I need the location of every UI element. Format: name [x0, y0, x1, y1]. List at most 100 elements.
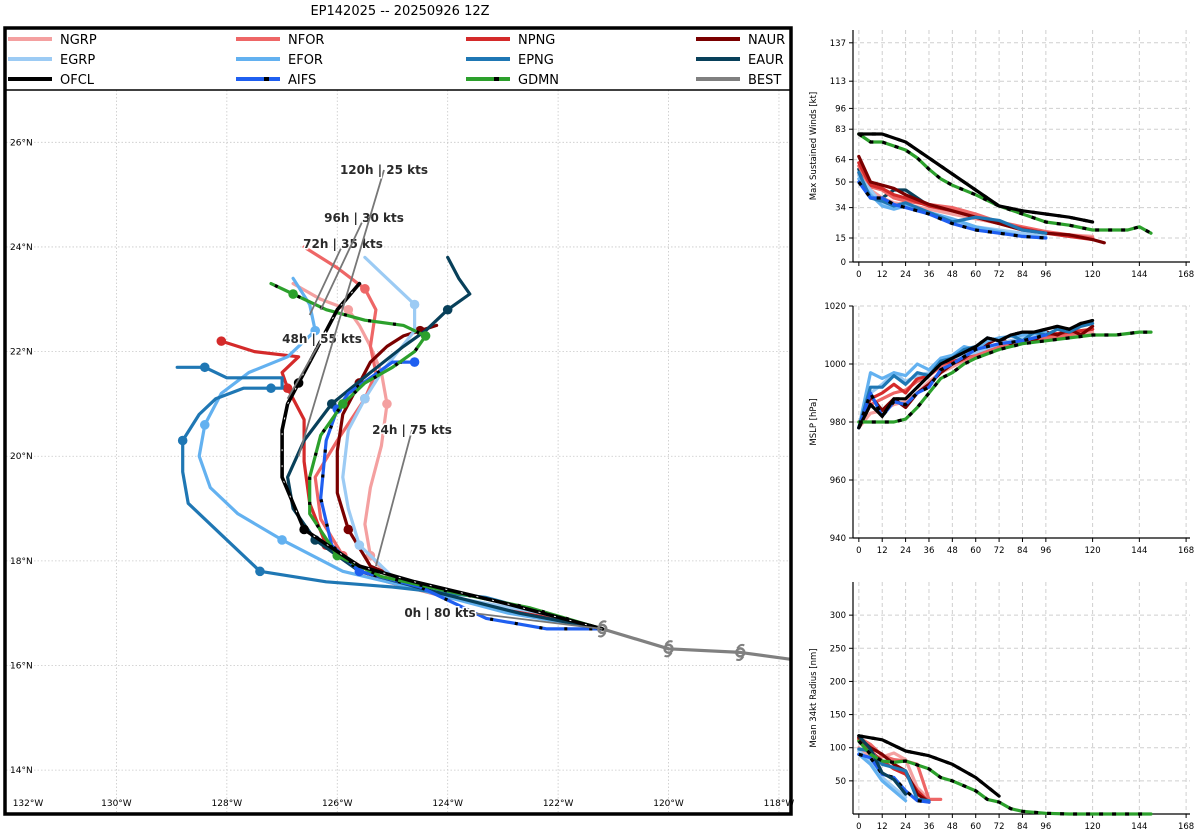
series-aifs-dash-overlay [857, 181, 1046, 240]
track-epng-marker [199, 362, 210, 373]
tick-label-y: 980 [830, 418, 846, 428]
annotation-leader [375, 429, 413, 567]
track-ngrp-marker [343, 304, 354, 315]
tick-label-y: 113 [830, 77, 846, 87]
track-gdmn-marker [337, 399, 348, 409]
track-egrp-marker [360, 393, 370, 404]
legend-efor-label: EFOR [288, 53, 323, 68]
map-lon-label: 120°W [653, 799, 684, 809]
best-track-symbol-arms [664, 640, 673, 658]
tick-label-x: 84 [1017, 270, 1028, 280]
legend-npng-label: NPNG [518, 33, 555, 48]
track-efor-marker [277, 535, 287, 545]
tick-label-x: 96 [1040, 822, 1051, 832]
annotation-label: 96h | 30 kts [324, 211, 404, 225]
map-lat-label: 26°N [10, 138, 33, 148]
chart-title: EP142025 -- 20250926 12Z [310, 4, 490, 19]
tick-label-y: 96 [835, 104, 846, 114]
annotation-label: 120h | 25 kts [340, 163, 428, 177]
legend-naur-label: NAUR [748, 33, 785, 48]
tick-label-x: 144 [1131, 822, 1147, 832]
legend: NGRP NFOR NPNG NAUR EGRP EFOR EPNG EAUR OFCL AIFS… [8, 33, 785, 88]
tick-label-y: 34 [835, 204, 846, 214]
tick-label-x: 72 [994, 270, 1005, 280]
tick-label-x: 120 [1084, 822, 1100, 832]
track-ngrp-marker [382, 399, 392, 409]
tick-label-y: 300 [830, 611, 846, 621]
annotation-leader [308, 243, 344, 316]
track-efor-marker [199, 420, 210, 430]
tick-label-y: 100 [830, 744, 846, 754]
tick-label-x: 120 [1084, 270, 1100, 280]
tick-label-y: 64 [835, 156, 846, 166]
wind-radius-panel: 0 12 24 36 48 60 72 84 96 120 144 168 50 100 150 200 250… [809, 582, 1194, 832]
series-eaur-line [857, 734, 908, 796]
mslp-panel: 0 12 24 36 48 60 72 84 96 120 144 168 940 960 980 1000 1… [809, 302, 1194, 556]
tick-label-x: 36 [924, 822, 935, 832]
tick-label-x: 24 [900, 546, 911, 556]
tick-label-x: 0 [856, 270, 861, 280]
legend-eaur-label: EAUR [748, 53, 784, 68]
map-lat-label: 14°N [10, 766, 33, 776]
map-lat-label: 24°N [10, 243, 33, 253]
series-ofcl-dash-overlay [857, 318, 1093, 429]
map-lon-label: 126°W [322, 799, 353, 809]
annotation-leader [471, 612, 603, 630]
series-aifs-dash-overlay [857, 333, 1047, 429]
legend-ngrp-label: NGRP [60, 33, 97, 48]
tick-label-x: 0 [856, 822, 861, 832]
tick-label-x: 96 [1040, 270, 1051, 280]
tick-label-x: 84 [1017, 546, 1028, 556]
tick-label-x: 12 [877, 270, 888, 280]
track-npng-marker [282, 383, 293, 394]
tick-label-y: 150 [830, 711, 846, 721]
series-gdmn-dash-overlay [858, 330, 1151, 424]
series-ofcl-line [857, 734, 1001, 798]
tick-label-x: 48 [947, 546, 958, 556]
tick-label-x: 12 [877, 546, 888, 556]
tick-label-x: 48 [947, 270, 958, 280]
series-gdmn-line [857, 132, 1153, 235]
tick-label-x: 168 [1178, 546, 1194, 556]
axis-ylabel: Mean 34kt Radius [nm] [809, 648, 819, 747]
track-epng-marker [255, 566, 265, 577]
map-frame [3, 26, 793, 816]
track-naur-marker [343, 524, 354, 535]
tick-label-x: 144 [1131, 270, 1147, 280]
series-efor-line [857, 752, 908, 803]
map-lat-label: 18°N [10, 557, 33, 567]
tick-label-x: 36 [924, 546, 935, 556]
track-gdmn-line [269, 282, 604, 631]
map-lat-label: 20°N [10, 452, 33, 462]
tick-label-y: 1020 [824, 302, 846, 312]
track-map-panel: 132°W 130°W 128°W 126°W 124°W 122°W 120°W 118°W… [3, 26, 795, 816]
best-track-symbol-arms [735, 643, 745, 661]
map-lon-label: 132°W [13, 799, 44, 809]
tick-label-x: 24 [900, 822, 911, 832]
track-gdmn-marker [288, 289, 298, 299]
axis-ylabel: MSLP [hPa] [809, 398, 819, 445]
map-background [6, 90, 790, 812]
legend-ofcl-label: OFCL [60, 73, 95, 88]
tick-label-x: 60 [970, 822, 981, 832]
tick-label-x: 72 [994, 546, 1005, 556]
legend-best-label: BEST [748, 73, 781, 88]
track-best-line [600, 627, 790, 661]
tick-label-y: 0 [841, 258, 846, 268]
tick-label-x: 120 [1084, 546, 1100, 556]
tick-label-x: 0 [856, 546, 861, 556]
annotation-label: 72h | 35 kts [303, 237, 383, 251]
annotation-leader [297, 169, 385, 457]
best-track-symbol [735, 647, 746, 658]
map-lon-label: 118°W [764, 799, 795, 809]
legend-epng-label: EPNG [518, 53, 554, 68]
tick-label-x: 60 [970, 546, 981, 556]
track-egrp-marker [409, 299, 420, 310]
tick-label-y: 83 [835, 125, 846, 135]
track-nfor-marker [360, 284, 370, 294]
tick-label-y: 200 [830, 677, 846, 687]
series-ofcl-dash-overlay [858, 132, 1093, 224]
track-gdmn-marker [420, 331, 431, 341]
series-gdmn-line [857, 739, 1153, 816]
